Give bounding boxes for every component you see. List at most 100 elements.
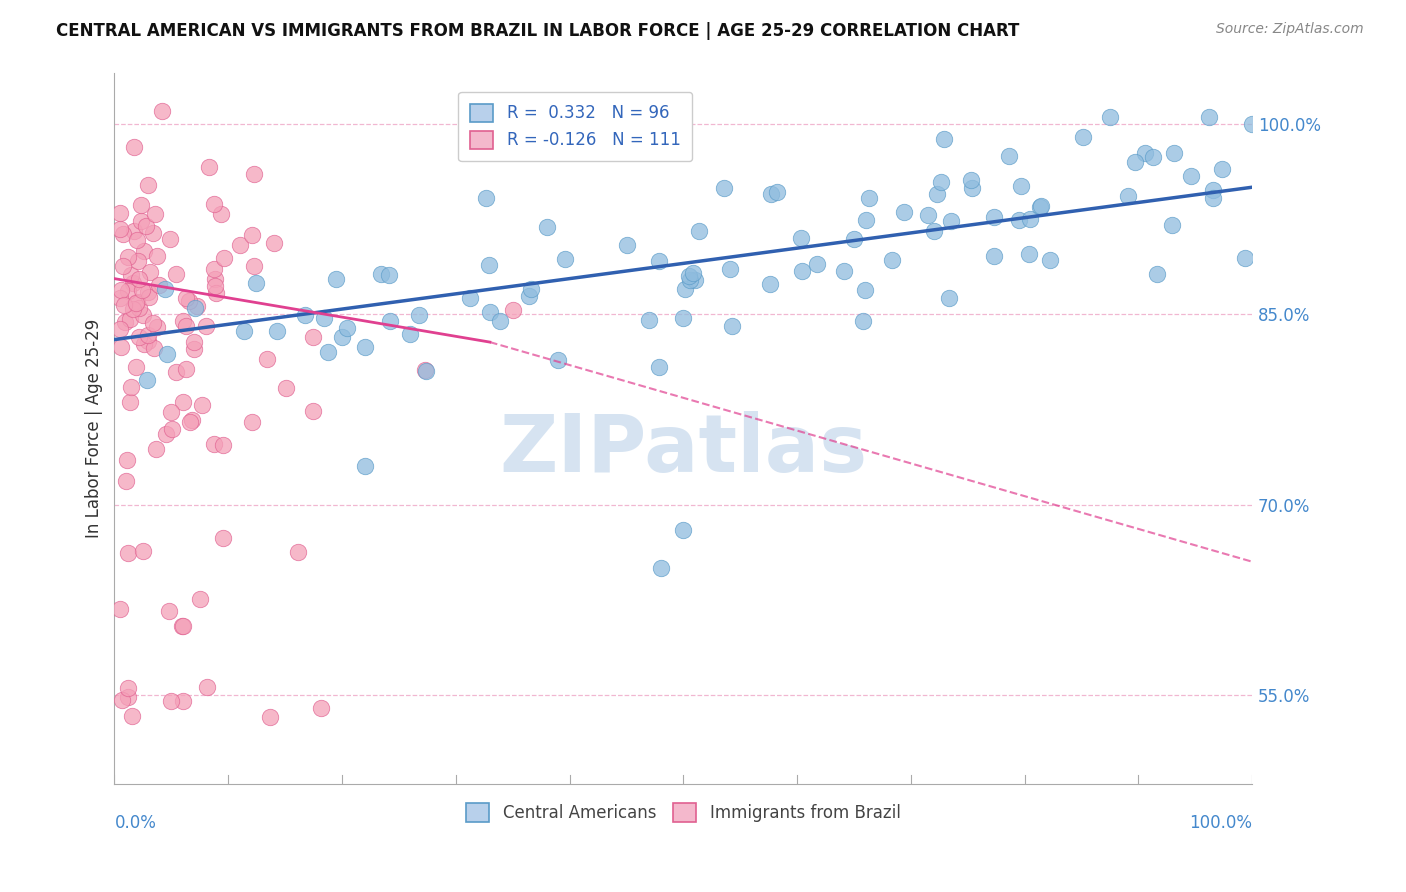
Point [125,233,148,247]
Point [157,604,180,618]
Point [314,310,336,325]
Legend: Central Americans, Immigrants from Brazil: Central Americans, Immigrants from Brazi… [460,797,907,829]
Point [202,197,225,211]
Point [128,330,150,344]
Point [146,319,169,334]
Point [198,160,221,174]
Point [790,264,813,278]
Point [648,359,671,374]
Point [458,291,481,305]
Point [148,277,170,292]
Point [489,314,512,328]
Point [554,252,576,266]
Point [135,373,157,387]
Point [121,276,143,290]
Point [415,364,437,378]
Point [536,220,558,235]
Point [650,561,672,575]
Point [117,681,139,695]
Point [399,326,422,341]
Point [855,284,877,298]
Point [688,224,710,238]
Point [120,268,142,283]
Point [638,312,661,326]
Point [682,266,704,280]
Point [117,546,139,560]
Point [1073,130,1095,145]
Point [242,227,264,242]
Point [675,282,697,296]
Point [131,283,153,297]
Point [110,283,132,297]
Point [922,224,945,238]
Point [1029,199,1052,213]
Point [117,690,139,704]
Point [112,259,135,273]
Point [172,694,194,708]
Point [128,301,150,315]
Point [759,277,782,291]
Point [142,316,165,330]
Point [183,335,205,350]
Point [111,693,134,707]
Point [134,337,156,351]
Point [129,214,152,228]
Point [243,259,266,273]
Point [174,318,197,333]
Point [263,236,285,251]
Point [183,342,205,356]
Point [520,282,543,296]
Point [683,273,706,287]
Point [117,285,139,299]
Point [122,224,145,238]
Point [202,261,225,276]
Point [858,191,880,205]
Text: ZIPatlas: ZIPatlas [499,410,868,489]
Point [108,206,131,220]
Point [143,341,166,355]
Point [110,340,132,354]
Point [266,324,288,338]
Point [124,139,146,153]
Point [1211,161,1233,176]
Point [204,279,226,293]
Point [302,330,325,344]
Point [108,322,131,336]
Point [1029,200,1052,214]
Point [153,282,176,296]
Point [159,232,181,246]
Point [1161,218,1184,232]
Point [194,318,217,333]
Point [927,187,949,202]
Point [408,308,430,322]
Point [172,394,194,409]
Point [1234,251,1257,265]
Point [1008,213,1031,227]
Point [204,271,226,285]
Point [120,380,142,394]
Point [134,244,156,258]
Point [121,709,143,723]
Text: CENTRAL AMERICAN VS IMMIGRANTS FROM BRAZIL IN LABOR FORCE | AGE 25-29 CORRELATIO: CENTRAL AMERICAN VS IMMIGRANTS FROM BRAZ… [56,22,1019,40]
Point [115,474,138,488]
Point [156,347,179,361]
Point [186,299,208,313]
Point [335,321,357,335]
Point [240,415,263,429]
Point [1142,150,1164,164]
Point [125,359,148,374]
Point [117,453,139,467]
Point [1133,145,1156,160]
Point [475,191,498,205]
Point [120,395,142,409]
Point [842,232,865,246]
Point [195,680,218,694]
Point [880,253,903,268]
Point [1039,252,1062,267]
Point [135,219,157,233]
Point [547,353,569,368]
Point [354,340,377,354]
Point [212,437,235,451]
Point [233,324,256,338]
Point [117,251,139,265]
